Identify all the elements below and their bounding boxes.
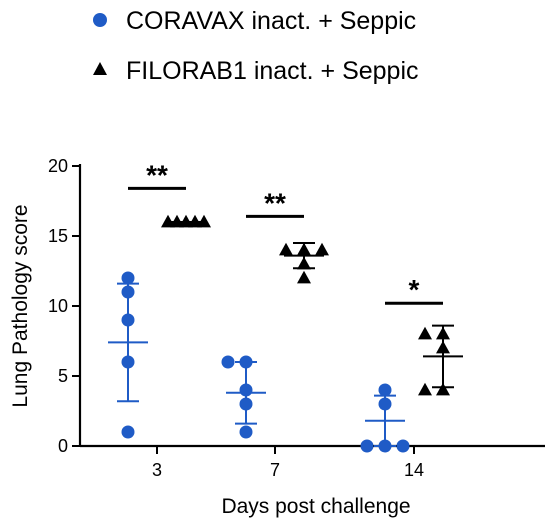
legend-label-coravax: CORAVAX inact. + Seppic [126,7,416,35]
data-point-0-7-3 [239,397,253,411]
data-point-1-7-0 [297,242,311,256]
data-point-1-3-1 [161,214,175,228]
data-point-1-14-2 [436,340,450,354]
data-point-0-14-1 [378,397,392,411]
y-tick-label-20: 20 [48,156,68,176]
data-point-0-3-2 [121,313,135,327]
data-point-1-7-2 [315,242,329,256]
y-tick-label-10: 10 [48,296,68,316]
data-point-1-7-1 [279,242,293,256]
data-point-0-3-1 [121,285,135,299]
x-tick-label-14: 14 [404,460,424,480]
significance-label-14: * [409,274,420,305]
data-point-0-7-0 [239,355,253,369]
data-point-1-3-0 [179,214,193,228]
data-point-0-14-3 [360,439,374,453]
data-point-1-3-2 [197,214,211,228]
x-tick-label-7: 7 [270,460,280,480]
y-tick-label-0: 0 [58,436,68,456]
data-point-1-3-4 [188,214,202,228]
data-point-0-3-3 [121,355,135,369]
legend-marker-filorab1 [93,62,107,75]
data-point-0-7-2 [239,383,253,397]
data-point-1-3-3 [170,214,184,228]
significance-label-7: ** [264,187,286,218]
y-tick-label-15: 15 [48,226,68,246]
legend-marker-coravax [93,13,107,27]
data-point-1-7-3 [297,256,311,270]
data-point-0-14-2 [378,439,392,453]
data-point-1-14-0 [436,326,450,340]
significance-markers: ***** [128,159,443,305]
data-point-0-14-4 [396,439,410,453]
x-axis-label: Days post challenge [221,495,410,518]
data-point-0-7-4 [239,425,253,439]
data-point-1-14-4 [418,382,432,396]
data-points [121,214,450,453]
x-axis-ticks: 3 7 14 [152,446,424,480]
y-axis-label: Lung Pathology score [9,204,32,407]
data-point-0-7-1 [221,355,235,369]
y-axis-ticks: 0 5 10 15 20 [48,156,80,456]
error-bars [108,221,463,447]
legend-label-filorab1: FILORAB1 inact. + Seppic [126,57,419,85]
legend: CORAVAX inact. + Seppic FILORAB1 inact. … [93,7,419,85]
data-point-0-3-0 [121,271,135,285]
data-point-1-14-3 [436,382,450,396]
data-point-1-7-4 [297,270,311,284]
axes [78,164,545,448]
data-point-0-14-0 [378,383,392,397]
x-tick-label-3: 3 [152,460,162,480]
data-point-0-3-4 [121,425,135,439]
data-point-1-14-1 [418,326,432,340]
significance-label-3: ** [146,159,168,190]
y-tick-label-5: 5 [58,366,68,386]
